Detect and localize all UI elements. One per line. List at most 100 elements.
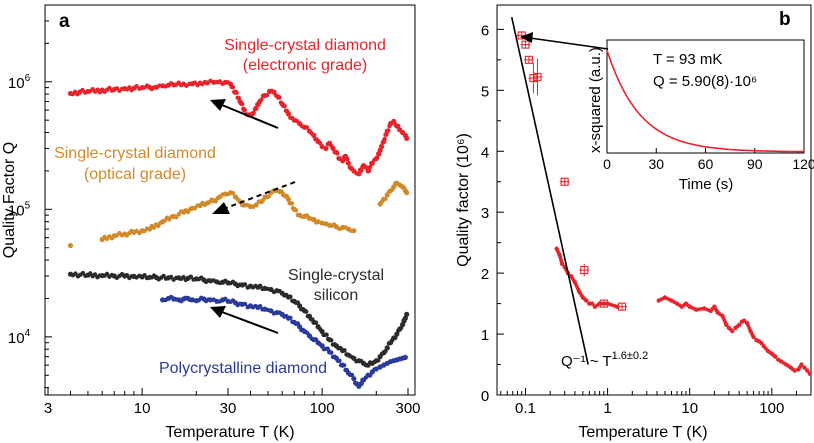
electronic-point xyxy=(386,128,391,133)
y-tick-label: 2 xyxy=(481,266,489,283)
electronic-point xyxy=(345,160,352,166)
panel-b: b 0.1 1 10 100 0 1 2 3 4 5 6 Q⁻¹ ~ T1.6±0.2 0 30 60… xyxy=(455,4,814,441)
electronic-point xyxy=(304,125,310,130)
optical-point xyxy=(391,184,397,190)
x-tick-label: 10 xyxy=(681,400,698,417)
optical-point xyxy=(289,201,295,206)
optical-point xyxy=(260,197,266,203)
silicon-point xyxy=(404,311,410,317)
label-silicon-line2: silicon xyxy=(314,287,358,304)
measured-point xyxy=(736,322,742,328)
poly-point xyxy=(189,297,195,303)
electronic-point xyxy=(264,93,270,98)
inset-pointer-arrow xyxy=(520,32,609,50)
poly-point xyxy=(258,304,263,309)
electronic-point xyxy=(277,95,282,100)
errorbar-point xyxy=(521,40,530,49)
y-tick-label: 104 xyxy=(8,328,31,347)
poly-point xyxy=(341,363,347,368)
optical-point xyxy=(253,202,259,208)
optical-point xyxy=(383,196,388,202)
silicon-point xyxy=(80,270,86,276)
silicon-point xyxy=(288,294,293,299)
label-silicon-line1: Single-crystal xyxy=(288,267,384,284)
errorbar-point xyxy=(524,55,533,64)
electronic-point xyxy=(376,152,382,157)
silicon-point xyxy=(304,309,309,314)
inset-x-tick-label: 60 xyxy=(698,156,714,172)
inset-annotation-line1: T = 93 mK xyxy=(653,51,722,68)
silicon-point xyxy=(258,283,263,289)
measured-point xyxy=(730,328,735,334)
poly-point xyxy=(288,315,293,320)
electronic-point xyxy=(234,90,239,95)
measured-point xyxy=(773,354,778,359)
y-tick-label: 5 xyxy=(481,83,489,100)
silicon-point xyxy=(324,332,329,337)
electronic-point xyxy=(241,107,247,113)
errorbar-point xyxy=(618,302,627,311)
panel-b-xlabel: Temperature T (K) xyxy=(578,424,707,441)
panel-a-y-axis: 104 105 106 xyxy=(8,4,52,389)
inset-background xyxy=(604,37,804,153)
label-optical-line2: (optical grade) xyxy=(84,166,186,183)
x-tick-label: 100 xyxy=(759,400,784,417)
electronic-point xyxy=(251,110,256,116)
measured-point xyxy=(751,334,756,340)
inset-ylabel: x-squared (a.u.) xyxy=(587,47,604,153)
y-tick-label: 6 xyxy=(481,22,489,39)
inset-x-tick-label: 120 xyxy=(792,156,814,172)
silicon-point xyxy=(142,273,147,278)
optical-point xyxy=(230,190,236,196)
silicon-point xyxy=(188,274,194,279)
errorbar-point xyxy=(533,72,542,81)
electronic-point xyxy=(367,164,373,170)
panel-b-y-axis: 0 1 2 3 4 5 6 xyxy=(481,22,504,405)
electronic-point xyxy=(396,123,401,129)
arrow-silicon xyxy=(210,306,279,334)
silicon-point xyxy=(384,345,390,351)
optical-point xyxy=(285,196,292,202)
measured-point xyxy=(799,362,804,367)
electronic-point xyxy=(375,155,380,160)
label-electronic-line2: (electronic grade) xyxy=(243,57,368,74)
optical-point xyxy=(404,190,410,196)
electronic-point xyxy=(311,132,317,138)
inset-decay-curve xyxy=(606,49,804,153)
poly-point xyxy=(358,380,364,387)
y-tick-label: 106 xyxy=(8,73,31,92)
fit-label-base: Q⁻¹ ~ T xyxy=(561,353,612,370)
optical-point xyxy=(156,223,161,229)
fit-line-segment xyxy=(510,17,589,365)
panel-a-x-axis: 3 10 30 100 300 xyxy=(44,388,421,417)
errorbar-point xyxy=(580,266,589,275)
poly-point xyxy=(351,376,357,382)
electronic-point xyxy=(259,97,264,102)
silicon-point xyxy=(313,320,319,325)
x-tick-label: 10 xyxy=(134,400,151,417)
panel-b-label: b xyxy=(779,9,791,30)
electronic-point xyxy=(253,105,259,111)
panel-a-series xyxy=(67,78,410,389)
electronic-point xyxy=(330,145,336,152)
optical-point xyxy=(266,194,271,199)
optical-point xyxy=(315,219,321,225)
silicon-point xyxy=(242,282,248,287)
measured-point xyxy=(724,322,729,328)
panel-b-x-axis: 0.1 1 10 100 xyxy=(500,388,812,417)
poly-point xyxy=(349,372,355,378)
optical-point xyxy=(174,214,179,220)
arrow-optical xyxy=(212,181,296,214)
measured-point xyxy=(559,261,565,267)
panel-b-series xyxy=(516,31,812,376)
inset-annotation-line2: Q = 5.90(8)·10⁶ xyxy=(653,73,757,90)
measured-point xyxy=(590,301,595,306)
optical-point xyxy=(151,225,157,230)
y-tick-label: 1 xyxy=(481,327,489,344)
label-electronic-line1: Single-crystal diamond xyxy=(224,37,386,54)
silicon-point xyxy=(376,358,381,363)
panel-b-frame xyxy=(496,4,812,396)
silicon-point xyxy=(342,348,347,353)
measured-point xyxy=(805,368,810,373)
label-poly: Polycrystalline diamond xyxy=(159,360,327,377)
